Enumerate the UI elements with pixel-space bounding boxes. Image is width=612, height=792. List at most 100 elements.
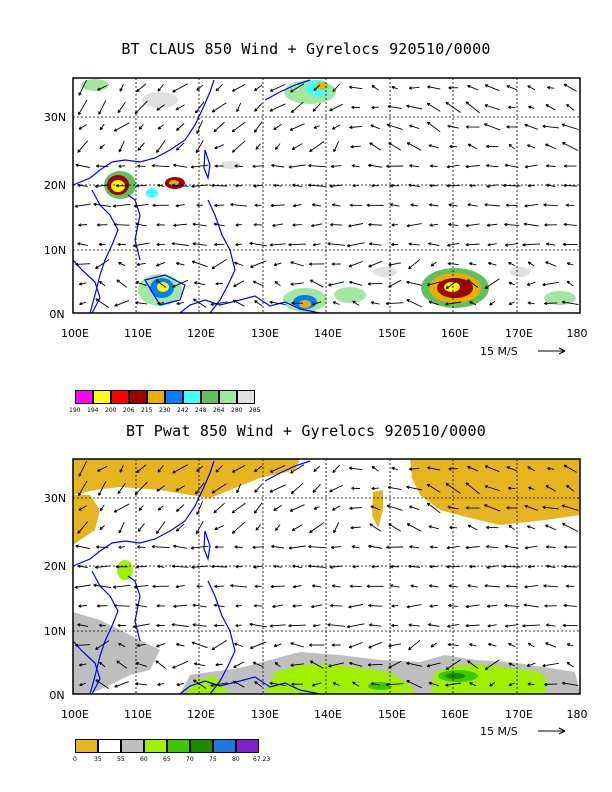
wind-vector-arrow [522, 624, 541, 628]
wind-vector-arrow [448, 222, 459, 227]
wind-vector-arrow [232, 680, 245, 688]
wind-vector-arrow [173, 223, 188, 228]
wind-vector-arrow [133, 584, 149, 589]
panel1-colorbar-swatch [93, 390, 111, 404]
wind-vector-arrow [157, 564, 165, 569]
wind-vector-arrow [173, 544, 188, 549]
wind-vector-arrow [406, 661, 423, 667]
wind-vector-arrow [428, 144, 439, 149]
wind-vector-arrow [408, 86, 420, 90]
wind-vector-arrow [504, 243, 519, 247]
panel2-coastline [72, 460, 321, 695]
wind-vector-arrow [446, 565, 460, 569]
wind-vector-arrow [543, 203, 558, 207]
wind-vector-arrow [116, 279, 128, 288]
wind-vector-arrow [346, 242, 365, 248]
panel1-colorbar-tick: 264 [213, 407, 225, 414]
wind-vector-arrow [274, 662, 281, 668]
wind-vector-arrow [563, 183, 578, 188]
wind-vector-arrow [408, 564, 421, 568]
wind-vector-arrow [249, 641, 267, 649]
wind-vector-arrow [116, 660, 128, 669]
wind-vector-arrow [312, 102, 321, 112]
wind-vector-arrow [194, 101, 205, 114]
wind-vector-arrow [112, 584, 131, 589]
panel2-vector-ref-label: 15 M/S [480, 725, 518, 738]
wind-vector-arrow [391, 604, 398, 608]
wind-vector-arrow [391, 223, 398, 227]
wind-vector-arrow [94, 184, 110, 188]
wind-vector-arrow [385, 301, 404, 306]
wind-vector-arrow [327, 623, 345, 627]
wind-vector-arrow [388, 660, 402, 669]
wind-vector-arrow [523, 603, 539, 608]
wind-vector-arrow [291, 143, 303, 150]
wind-vector-arrow [504, 603, 520, 608]
wind-vector-arrow [78, 223, 88, 227]
wind-vector-arrow [309, 141, 325, 153]
wind-vector-arrow [273, 643, 282, 648]
wind-vector-arrow [467, 466, 479, 472]
wind-vector-arrow [273, 262, 282, 267]
wind-vector-arrow [77, 521, 89, 534]
wind-vector-arrow [349, 203, 362, 207]
wind-vector-arrow [117, 242, 126, 247]
wind-vector-arrow [486, 604, 498, 608]
wind-vector-arrow [370, 301, 380, 305]
wind-vector-arrow [505, 203, 518, 207]
wind-vector-arrow [253, 223, 263, 227]
wind-vector-arrow [99, 123, 105, 131]
panel1-lon-110: 110E [124, 327, 152, 340]
panel1-colorbar-tick: 248 [195, 407, 207, 414]
wind-vector-arrow [272, 604, 284, 609]
wind-vector-arrow [331, 505, 341, 511]
wind-vector-arrow [352, 564, 359, 569]
wind-vector-arrow [328, 281, 345, 287]
wind-vector-arrow [78, 124, 87, 130]
wind-vector-arrow [349, 584, 362, 588]
wind-vector-arrow [426, 502, 441, 514]
wind-vector-arrow [445, 101, 461, 113]
wind-vector-arrow [270, 584, 285, 589]
wind-vector-arrow [508, 261, 516, 267]
wind-vector-arrow [562, 242, 578, 247]
wind-vector-arrow [388, 142, 402, 151]
wind-vector-arrow [527, 85, 536, 91]
wind-vector-arrow [215, 465, 223, 473]
wind-vector-arrow [547, 85, 555, 90]
panel2-colorbar-swatch [121, 739, 144, 753]
wind-vector-arrow [330, 222, 343, 227]
wind-vector-arrow [387, 104, 402, 110]
wind-vector-arrow [269, 300, 286, 306]
wind-vector-arrow [157, 465, 164, 473]
wind-vector-arrow [175, 504, 185, 512]
wind-vector-arrow [192, 603, 207, 608]
wind-vector-arrow [524, 203, 538, 208]
panel1-colorbar-tick: 215 [141, 407, 153, 414]
wind-vector-arrow [191, 565, 209, 569]
wind-vector-arrow [269, 681, 286, 687]
wind-vector-arrow [506, 466, 517, 472]
wind-vector-arrow [331, 203, 341, 207]
wind-vector-arrow [446, 164, 460, 169]
wind-vector-arrow [118, 164, 126, 168]
wind-vector-arrow [253, 184, 264, 188]
wind-vector-arrow [465, 482, 480, 495]
wind-vector-arrow [448, 584, 458, 588]
wind-vector-arrow [449, 144, 458, 149]
wind-vector-arrow [391, 623, 399, 628]
wind-vector-arrow [115, 183, 128, 188]
wind-vector-arrow [486, 223, 498, 227]
wind-vector-arrow [230, 583, 248, 588]
wind-vector-arrow [311, 203, 322, 207]
wind-vector-arrow [349, 125, 363, 130]
wind-vector-arrow [307, 564, 326, 568]
wind-vector-arrow [236, 102, 242, 113]
wind-vector-arrow [406, 142, 422, 151]
wind-vector-arrow [118, 521, 125, 534]
wind-vector-arrow [134, 481, 148, 496]
wind-vector-arrow [410, 203, 418, 207]
panel1-title: BT CLAUS 850 Wind + Gyrelocs 920510/0000 [121, 40, 491, 58]
wind-vector-arrow [196, 465, 204, 472]
wind-vector-arrow [308, 643, 325, 647]
